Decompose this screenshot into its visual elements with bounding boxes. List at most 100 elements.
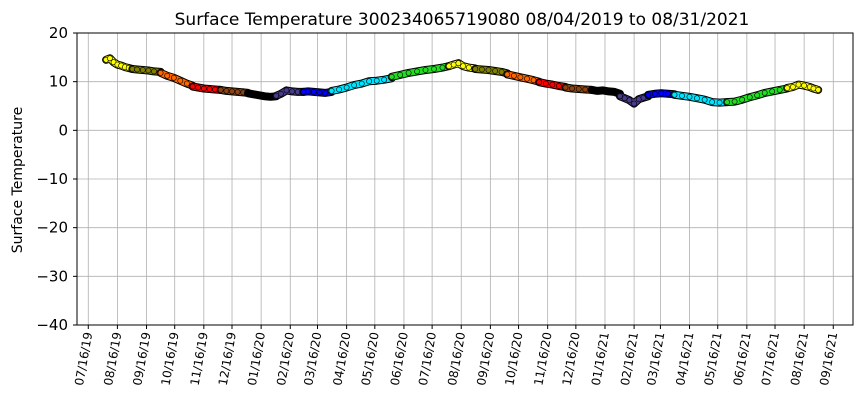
data-point [245,90,251,97]
data-point [784,85,791,91]
data-point [472,66,479,72]
x-tick-label: 03/16/20 [301,331,324,387]
data-point [645,91,652,98]
x-tick-label: 10/16/20 [502,331,525,387]
data-point [504,71,511,78]
data-point [801,82,807,89]
data-point [200,85,207,92]
data-point [414,68,420,75]
x-tick-label: 06/16/21 [731,331,754,387]
data-point [790,84,796,90]
data-point [556,83,562,89]
y-tick-label: −10 [36,170,68,188]
data-point [170,74,177,81]
series-segment [670,90,732,107]
series-segment [128,65,165,76]
x-tick-label: 08/16/20 [445,331,468,387]
x-tick-label: 09/16/20 [474,331,497,387]
data-point [679,92,685,99]
data-point [261,93,268,100]
data-point [605,88,612,95]
data-point [575,86,582,92]
data-point [277,90,284,97]
x-tick-label: 07/16/19 [72,331,95,387]
data-point [373,77,380,84]
y-tick-label: −40 [36,316,68,334]
chart-title: Surface Temperature 300234065719080 08/0… [175,10,750,30]
x-tick-label: 08/16/21 [788,331,811,387]
data-point [754,92,761,99]
data-point [157,70,164,76]
data-point [206,86,213,92]
data-point [492,68,498,74]
data-point [588,87,595,93]
data-point [107,55,113,62]
x-tick-label: 10/16/19 [159,331,182,387]
x-tick-label: 12/16/19 [216,331,239,387]
x-tick-label: 11/16/20 [531,331,554,387]
data-point [455,60,462,67]
data-point [465,64,472,71]
series-segment [327,74,396,95]
data-point [195,84,202,91]
data-point [562,84,569,91]
x-tick-label: 07/16/21 [759,331,782,387]
data-point [366,78,373,85]
data-point [300,89,307,95]
x-tick-label: 04/16/21 [673,331,696,387]
data-point [478,66,485,73]
y-tick-label: 0 [58,121,68,139]
series-segment [102,54,137,73]
data-point [761,90,768,96]
data-point [229,88,235,95]
data-point [739,96,745,103]
x-tick-label: 01/16/21 [589,331,612,387]
data-point [594,88,601,94]
data-point [524,75,530,82]
series-segment [723,84,792,107]
data-point [810,85,817,92]
data-point [450,61,457,68]
data-point [815,87,822,93]
x-axis-ticks: 07/16/19 08/16/19 09/16/19 10/16/19 11/16/19… [72,325,840,387]
x-tick-label: 02/16/20 [274,331,297,387]
data-point [569,85,575,92]
data-point [542,80,549,87]
data-point [431,66,437,72]
y-tick-label: −20 [36,219,68,237]
data-point [189,83,196,90]
data-point [731,98,738,105]
data-point [310,89,317,95]
data-point [322,90,328,96]
x-tick-label: 05/16/20 [359,331,382,387]
data-point [151,68,157,75]
data-point [511,72,517,79]
data-point [289,88,295,95]
data-point [328,88,335,94]
data-point [536,79,543,86]
data-point [164,72,171,79]
x-tick-label: 08/16/19 [101,331,124,387]
data-point [582,86,589,93]
data-point [381,76,388,83]
series-segment [471,65,512,78]
series-segment [445,59,480,73]
x-tick-label: 06/16/20 [388,331,411,387]
data-series [102,54,823,108]
data-point [223,88,230,94]
data-point [671,91,678,98]
data-point [769,88,776,95]
grid-lines [77,32,853,326]
data-point [397,72,404,78]
data-point [358,80,365,87]
data-point [283,87,290,94]
data-point [336,86,342,93]
series-segment [783,80,823,94]
x-tick-label: 05/16/21 [702,331,725,387]
series-segment [616,92,653,108]
data-point [139,67,146,73]
data-point [716,99,723,106]
data-point [250,91,257,98]
y-tick-label: 20 [49,24,68,42]
data-point [776,87,783,93]
